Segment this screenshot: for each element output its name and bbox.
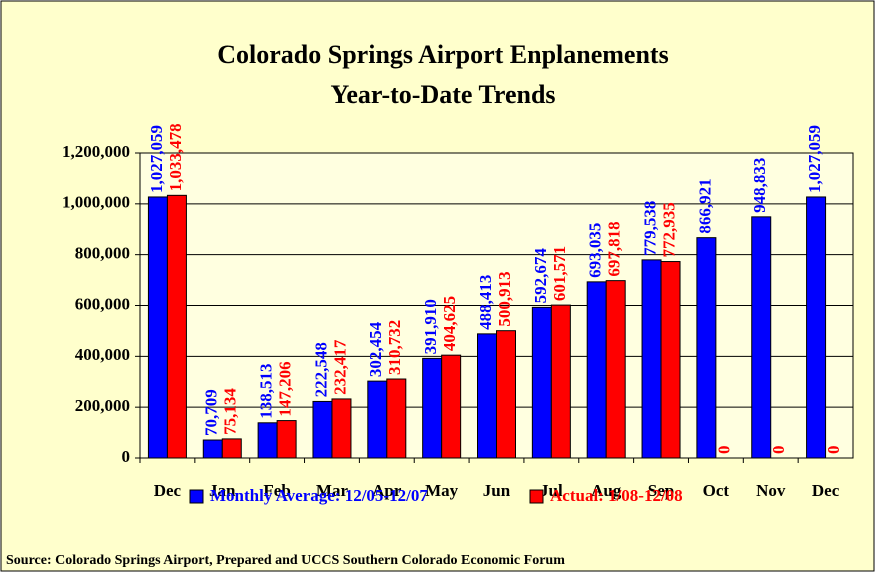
x-tick-label: Jun [483,481,511,500]
value-label: 147,206 [276,361,295,416]
value-label: 1,027,059 [805,125,824,193]
value-label: 138,513 [257,364,276,419]
x-tick-label: Feb [263,481,290,500]
x-tick-label: Dec [154,481,182,500]
bar [257,422,278,459]
bar [751,216,772,459]
value-label: 1,033,478 [166,123,185,191]
legend-swatch [189,489,204,504]
bar [422,357,443,459]
bar [550,304,571,459]
y-tick-label: 0 [122,447,131,466]
bar [312,400,333,459]
bar [605,280,626,459]
bar [221,438,242,459]
bar [202,439,223,459]
value-label: 1,027,059 [147,125,166,193]
bar [386,378,407,459]
value-label: 866,921 [695,178,714,233]
legend-swatch [529,489,544,504]
value-label: 0 [714,446,733,455]
x-tick-label: Sep [648,481,674,500]
value-label: 232,417 [330,339,349,395]
value-label: 592,674 [531,248,550,304]
value-label: 0 [824,446,843,455]
value-label: 500,913 [495,271,514,326]
value-label: 697,818 [605,221,624,276]
value-label: 0 [769,446,788,455]
x-tick-label: Oct [703,481,730,500]
bar [441,354,462,459]
y-tick-label: 600,000 [75,294,130,313]
value-label: 488,413 [476,275,495,330]
value-label: 779,538 [640,201,659,256]
source-note: Source: Colorado Springs Airport, Prepar… [6,553,565,568]
value-label: 391,910 [421,299,440,354]
y-tick-label: 400,000 [75,345,130,364]
x-tick-label: Apr [372,481,402,500]
bar [367,380,388,459]
y-tick-label: 800,000 [75,244,130,263]
bar [641,259,662,459]
bar [477,333,497,459]
x-tick-label: Jan [209,481,236,500]
y-tick-label: 1,200,000 [62,142,130,161]
bar [496,330,516,459]
value-label: 601,571 [550,246,569,301]
x-tick-label: Aug [591,481,622,500]
y-tick-label: 1,000,000 [62,193,130,212]
bar [166,194,187,459]
value-label: 75,134 [221,388,240,435]
bar [276,420,297,459]
bar [147,196,168,459]
bar [531,306,552,459]
y-tick-label: 200,000 [75,396,130,415]
x-tick-label: Dec [812,481,840,500]
chart-title: Colorado Springs Airport Enplanements [217,40,668,69]
legend-label: Monthly Average: 12/05-12/07 [210,486,428,505]
legend-label: Actual: 1/08-12/08 [550,486,683,505]
value-label: 404,625 [440,296,459,351]
x-tick-label: Mar [316,481,349,500]
value-label: 310,732 [385,320,404,375]
value-label: 70,709 [202,389,221,436]
bar [331,398,352,459]
value-label: 772,935 [659,202,678,257]
bar [660,261,681,459]
value-label: 222,548 [311,342,330,397]
chart-subtitle: Year-to-Date Trends [330,80,555,109]
value-label: 948,833 [750,158,769,213]
x-tick-label: Nov [756,481,786,500]
bar [586,281,607,459]
bar [806,196,827,459]
bar [696,237,717,459]
x-tick-label: May [425,481,459,500]
value-label: 302,454 [366,321,385,377]
x-tick-label: Jul [540,481,563,500]
value-label: 693,035 [586,223,605,278]
